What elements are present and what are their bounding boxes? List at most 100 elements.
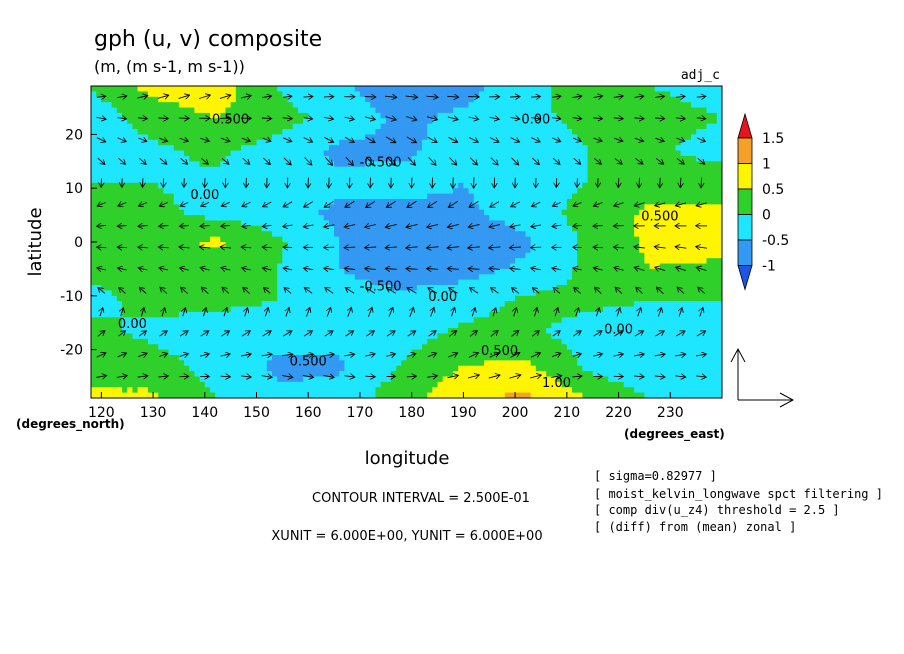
- field-cell: [251, 328, 258, 335]
- field-cell: [453, 145, 459, 152]
- field-cell: [230, 204, 237, 211]
- field-cell: [520, 123, 527, 130]
- field-cell: [422, 354, 428, 361]
- field-cell: [230, 107, 237, 114]
- field-cell: [209, 333, 216, 340]
- field-cell: [349, 295, 356, 302]
- field-cell: [142, 102, 149, 109]
- field-cell: [344, 392, 351, 398]
- field-cell: [370, 166, 377, 173]
- field-cell: [251, 268, 258, 275]
- field-cell: [494, 354, 501, 361]
- field-cell: [442, 123, 449, 130]
- field-cell: [365, 322, 371, 329]
- field-cell: [137, 354, 144, 361]
- field-cell: [406, 107, 413, 114]
- field-cell: [147, 188, 154, 195]
- field-cell: [375, 295, 382, 302]
- field-cell: [220, 209, 227, 216]
- field-cell: [515, 381, 521, 388]
- field-cell: [489, 118, 496, 125]
- field-cell: [96, 96, 102, 103]
- field-cell: [220, 290, 227, 297]
- field-cell: [442, 129, 449, 136]
- field-cell: [484, 172, 490, 179]
- field-cell: [91, 295, 97, 302]
- field-cell: [189, 258, 196, 265]
- field-cell: [168, 209, 175, 216]
- field-cell: [204, 317, 211, 324]
- field-cell: [468, 247, 475, 254]
- field-cell: [199, 349, 206, 356]
- field-cell: [261, 145, 268, 152]
- field-cell: [240, 107, 247, 114]
- field-cell: [194, 392, 201, 398]
- field-cell: [101, 96, 108, 103]
- field-cell: [427, 91, 433, 98]
- field-cell: [153, 161, 159, 168]
- field-cell: [240, 86, 247, 92]
- field-cell: [520, 247, 527, 254]
- field-cell: [194, 161, 201, 168]
- field-cell: [261, 392, 268, 398]
- field-cell: [489, 166, 496, 173]
- field-cell: [230, 387, 237, 394]
- field-cell: [158, 204, 165, 211]
- field-cell: [422, 204, 428, 211]
- field-cell: [401, 268, 408, 275]
- field-cell: [256, 161, 263, 168]
- field-cell: [292, 301, 299, 308]
- field-cell: [101, 317, 108, 324]
- field-cell: [163, 387, 170, 394]
- field-cell: [127, 166, 133, 173]
- field-cell: [463, 177, 470, 184]
- field-cell: [463, 112, 470, 119]
- field-cell: [339, 166, 346, 173]
- field-cell: [313, 166, 320, 173]
- field-cell: [453, 317, 459, 324]
- field-cell: [178, 204, 185, 211]
- field-cell: [261, 91, 268, 98]
- field-cell: [235, 215, 242, 222]
- field-cell: [272, 182, 278, 189]
- field-cell: [432, 172, 439, 179]
- field-cell: [292, 376, 299, 383]
- field-cell: [390, 102, 397, 109]
- field-cell: [370, 354, 377, 361]
- field-cell: [153, 317, 159, 324]
- field-cell: [525, 231, 532, 238]
- field-cell: [509, 371, 516, 378]
- field-cell: [189, 263, 196, 270]
- field-cell: [137, 172, 144, 179]
- field-cell: [478, 91, 485, 98]
- field-cell: [334, 172, 340, 179]
- field-cell: [230, 263, 237, 270]
- field-cell: [209, 123, 216, 130]
- field-cell: [494, 86, 501, 92]
- field-cell: [204, 376, 211, 383]
- field-cell: [323, 328, 330, 335]
- field-cell: [509, 333, 516, 340]
- field-cell: [504, 145, 511, 152]
- field-cell: [261, 252, 268, 259]
- field-cell: [189, 376, 196, 383]
- field-cell: [91, 155, 97, 162]
- field-cell: [318, 290, 325, 297]
- field-cell: [509, 376, 516, 383]
- field-cell: [359, 242, 366, 248]
- field-cell: [442, 209, 449, 216]
- field-cell: [520, 387, 527, 394]
- field-cell: [432, 102, 439, 109]
- field-cell: [365, 360, 371, 367]
- field-cell: [235, 306, 242, 313]
- field-cell: [427, 252, 433, 259]
- field-cell: [328, 295, 335, 302]
- field-cell: [339, 328, 346, 335]
- field-cell: [163, 311, 170, 318]
- field-cell: [116, 91, 123, 98]
- field-cell: [484, 102, 490, 109]
- field-cell: [308, 381, 314, 388]
- field-cell: [189, 86, 196, 92]
- field-cell: [194, 365, 201, 372]
- field-cell: [463, 328, 470, 335]
